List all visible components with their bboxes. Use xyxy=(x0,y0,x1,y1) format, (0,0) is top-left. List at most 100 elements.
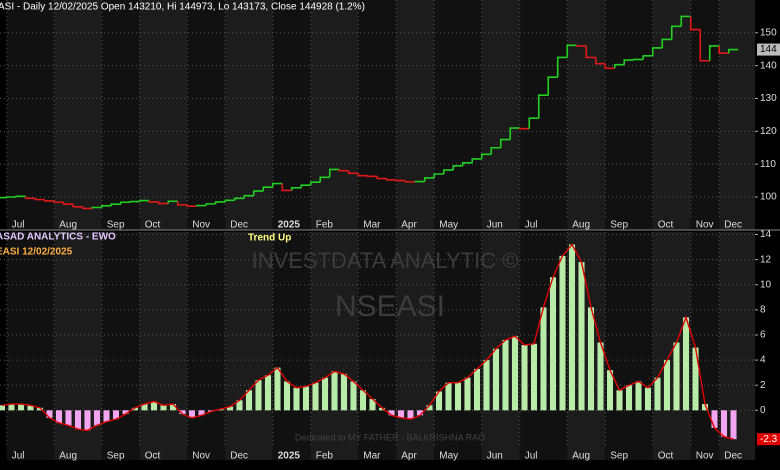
ewo-bar xyxy=(492,348,500,411)
price-step xyxy=(300,184,311,188)
x-tick-label: Oct xyxy=(658,451,674,462)
ewo-bar xyxy=(416,410,424,416)
ewo-bar xyxy=(635,381,642,411)
ewo-bar xyxy=(502,340,509,411)
x-tick-label: Apr xyxy=(401,220,417,231)
month-band xyxy=(225,232,273,460)
ewo-bar xyxy=(0,405,6,411)
ewo-bar xyxy=(407,410,414,420)
ewo-bar xyxy=(264,375,272,411)
month-band xyxy=(519,0,568,230)
ewo-bar xyxy=(84,410,91,431)
ewo-bar xyxy=(435,391,443,411)
watermark: INVESTDATA ANALYTIC © xyxy=(252,248,519,273)
price-step xyxy=(186,204,197,207)
price-step xyxy=(309,181,321,186)
price-step xyxy=(699,29,710,62)
price-step xyxy=(689,16,701,31)
x-tick-label: Nov xyxy=(696,451,714,462)
price-step xyxy=(623,59,634,65)
ewo-bar xyxy=(160,405,167,411)
ewo-bar xyxy=(654,377,661,411)
ewo-bar xyxy=(103,410,110,422)
axis-strip xyxy=(755,0,780,470)
price-step xyxy=(357,173,368,177)
ewo-bar xyxy=(274,367,281,411)
price-step xyxy=(604,63,615,70)
price-step xyxy=(290,186,302,191)
price-step xyxy=(138,199,150,202)
month-band xyxy=(101,0,140,230)
price-step xyxy=(461,162,473,166)
ewo-bar xyxy=(131,407,139,411)
ewo-bar xyxy=(17,404,25,411)
last-value-label: -2.3 xyxy=(760,434,778,445)
x-tick-label: 2025 xyxy=(278,220,301,231)
month-band xyxy=(605,232,653,460)
last-value-label: 144 xyxy=(760,44,777,55)
ewo-bar xyxy=(312,382,319,411)
month-band xyxy=(139,232,188,460)
price-step xyxy=(385,178,397,181)
price-step xyxy=(119,201,131,205)
x-tick-label: 2025 xyxy=(278,451,301,462)
price-step xyxy=(632,58,644,61)
price-step xyxy=(366,175,378,178)
ewo-bar xyxy=(521,345,528,411)
y-tick-label: 10 xyxy=(760,279,772,290)
ewo-bar xyxy=(236,400,243,411)
price-step xyxy=(423,177,435,182)
ewo-bar xyxy=(597,342,604,411)
ewo-bar xyxy=(445,382,452,411)
price-step xyxy=(452,164,463,171)
ewo-bar xyxy=(540,307,547,411)
last-value-tag xyxy=(757,43,780,56)
month-band xyxy=(310,232,359,460)
price-step xyxy=(499,138,511,148)
x-tick-label: Oct xyxy=(145,220,161,231)
price-step xyxy=(404,180,416,183)
price-step xyxy=(547,76,558,96)
ewo-bar xyxy=(55,410,63,423)
price-step xyxy=(613,63,625,69)
price-step xyxy=(43,199,55,202)
price-step xyxy=(556,56,568,78)
y-tick-label: 110 xyxy=(760,159,776,170)
price-step xyxy=(110,203,121,206)
ewo-bar xyxy=(701,404,709,411)
month-band xyxy=(225,0,273,230)
month-bands xyxy=(6,0,755,460)
ewo-bar xyxy=(473,368,481,411)
price-step xyxy=(167,200,178,204)
price-step xyxy=(53,200,64,204)
ewo-bar xyxy=(340,373,348,411)
ewo-bar xyxy=(616,390,623,411)
x-tick-label: Jul xyxy=(12,451,25,462)
x-tick-label: Jul xyxy=(525,451,538,462)
y-tick-label: 0 xyxy=(760,405,766,416)
ewo-bar xyxy=(321,377,329,411)
ewo-bar xyxy=(245,390,253,411)
month-band xyxy=(567,0,606,230)
price-step xyxy=(442,169,454,175)
ewo-bar xyxy=(112,410,120,420)
x-tick-label: Sep xyxy=(107,451,125,462)
x-tick-label: Nov xyxy=(696,220,714,231)
ewo-line xyxy=(1,243,734,440)
month-band xyxy=(481,0,520,230)
x-tick-label: May xyxy=(439,220,458,231)
price-step xyxy=(718,45,729,54)
x-tick-label: Sep xyxy=(610,451,628,462)
price-step xyxy=(81,206,93,210)
price-step xyxy=(708,45,720,61)
y-tick-label: 12 xyxy=(760,254,772,265)
ewo-bar xyxy=(568,244,576,411)
y-tick-label: 4 xyxy=(760,355,766,366)
price-step xyxy=(24,196,36,200)
ewo-bar xyxy=(483,360,490,411)
x-tick-label: Dec xyxy=(230,451,248,462)
price-step xyxy=(157,201,169,205)
ewo-bar xyxy=(93,410,101,426)
y-tick-label: 6 xyxy=(760,330,766,341)
